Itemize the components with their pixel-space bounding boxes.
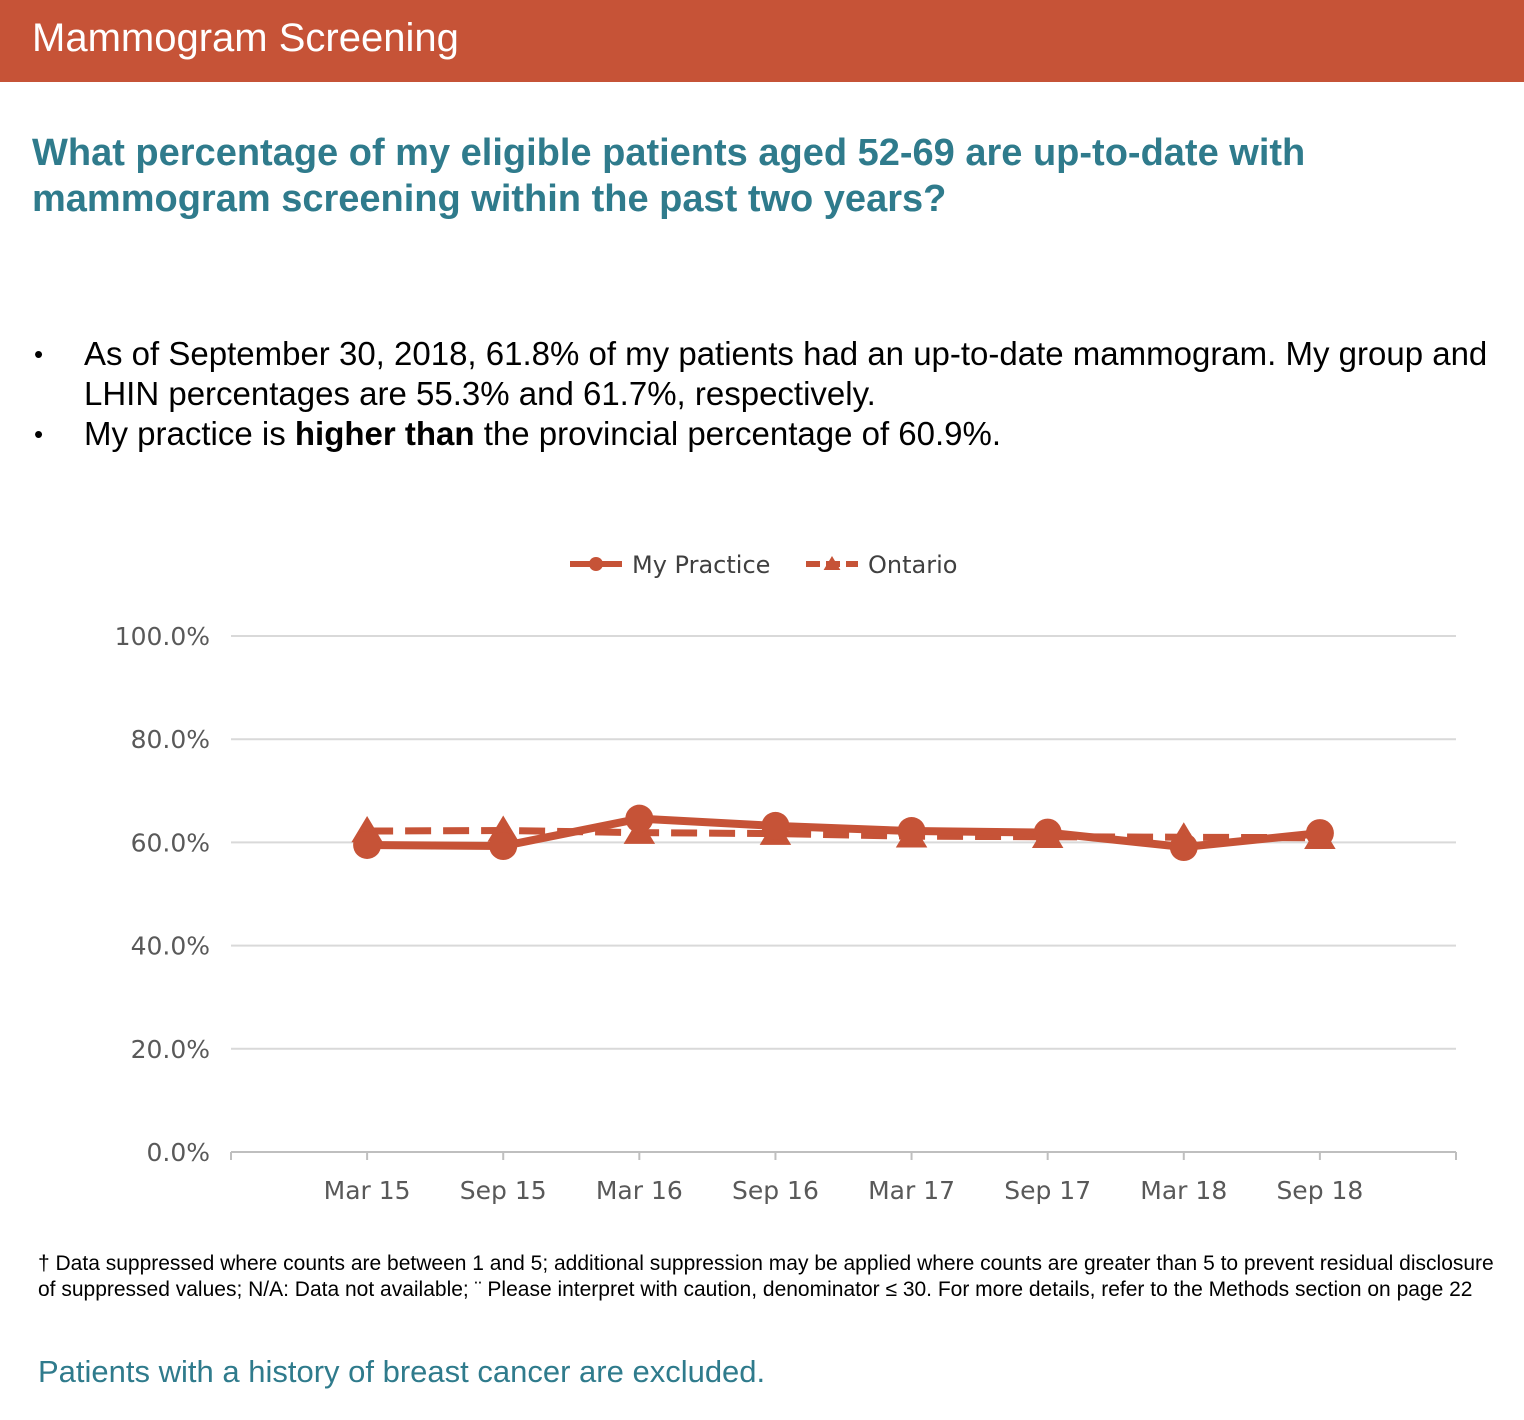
my-practice-point [761,811,790,840]
my-practice-series-line [367,814,1321,852]
question-heading: What percentage of my eligible patients … [32,132,1306,220]
y-tick-label: 40.0% [131,932,210,961]
x-tick-label: Sep 16 [732,1176,819,1205]
chart-legend: My Practice Ontario [570,551,957,579]
summary-bullets: • As of September 30, 2018, 61.8% of my … [30,334,1520,454]
bullet-text: My practice is [84,415,295,452]
bullet-dot-icon: • [34,339,44,369]
x-tick-label: Mar 18 [1140,1176,1227,1205]
y-tick-label: 100.0% [115,622,210,651]
y-tick-label: 20.0% [131,1035,210,1064]
chart-series [351,804,1336,862]
bullet-emphasis: higher than [294,415,475,452]
bullet-item: • As of September 30, 2018, 61.8% of my … [30,334,1520,414]
legend-triangle-marker [823,556,841,570]
x-tick-label: Mar 16 [596,1176,683,1205]
y-axis-ticks: 0.0% 20.0% 40.0% 60.0% 80.0% 100.0% [115,622,210,1167]
footnote: † Data suppressed where counts are betwe… [38,1252,1494,1301]
legend-label: Ontario [868,551,957,579]
x-tick-label: Mar 17 [868,1176,955,1205]
legend-label: My Practice [632,551,770,579]
my-practice-point [489,832,518,861]
y-tick-label: 60.0% [131,828,210,857]
bullet-item: • My practice is higher than the provinc… [30,414,1520,454]
my-practice-point [1169,833,1198,862]
bullet-text-end: the provincial percentage of 60.9%. [474,415,1002,452]
legend-circle-marker [589,557,603,571]
line-chart: 0.0% 20.0% 40.0% 60.0% 80.0% 100.0% Mar 15 Sep… [115,551,1457,1205]
my-practice-point [1305,819,1334,848]
my-practice-point [353,830,382,859]
bullet-text: As of September 30, 2018, 61.8% of my pa… [84,335,1488,412]
x-tick-label: Sep 18 [1276,1176,1363,1205]
x-tick-label: Sep 15 [460,1176,547,1205]
my-practice-point [1033,818,1062,847]
y-tick-label: 0.0% [146,1138,210,1167]
section-title: Mammogram Screening [32,16,459,60]
header-bar: Mammogram Screening [0,0,1524,82]
x-tick-label: Sep 17 [1004,1176,1091,1205]
ontario-series-line [367,827,1320,842]
my-practice-point [625,804,654,833]
my-practice-point [897,817,926,846]
chart-axes [230,1151,1457,1160]
exclusion-note: Patients with a history of breast cancer… [38,1354,766,1389]
y-tick-label: 80.0% [131,725,210,754]
x-axis-ticks: Mar 15 Sep 15 Mar 16 Sep 16 Mar 17 Sep 17 Mar … [324,1176,1364,1205]
bullet-dot-icon: • [34,419,44,449]
x-tick-label: Mar 15 [324,1176,411,1205]
